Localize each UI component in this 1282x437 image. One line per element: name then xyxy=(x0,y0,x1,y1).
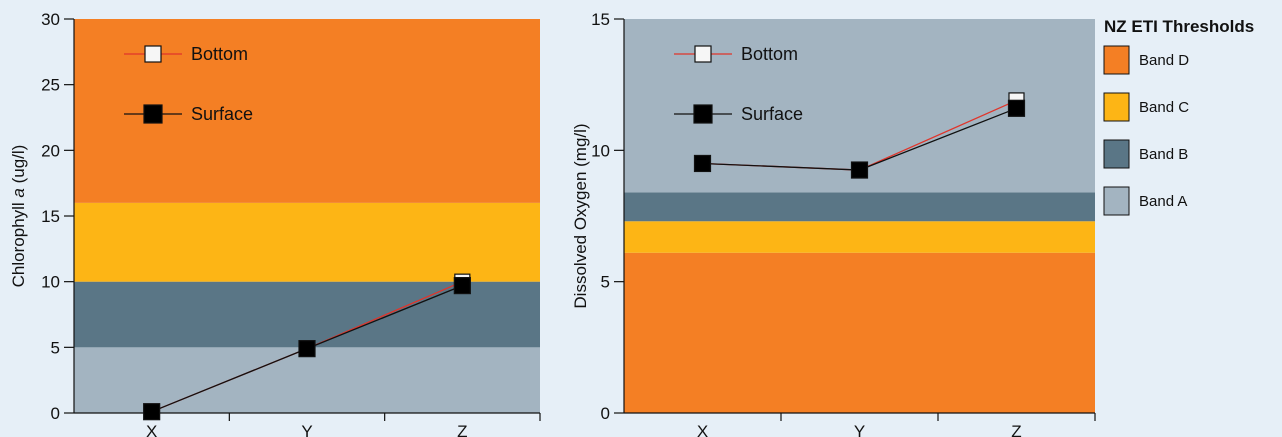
thresholds-label-band-d: Band D xyxy=(1139,52,1189,69)
y-axis-title: Chlorophyll a (ug/l) xyxy=(9,145,28,288)
surface-series-point xyxy=(143,403,161,421)
y-tick-label: 30 xyxy=(41,10,60,29)
surface-series-point xyxy=(298,340,316,358)
legend-bottom-marker xyxy=(694,45,712,63)
band-band-b xyxy=(624,192,1095,222)
thresholds-swatch-band-b xyxy=(1103,139,1130,169)
band-band-a xyxy=(74,347,540,413)
y-tick-label: 10 xyxy=(591,141,610,160)
x-tick-label: X xyxy=(146,422,157,437)
thresholds-swatch-band-a xyxy=(1103,186,1130,216)
x-tick-label: X xyxy=(697,422,708,437)
band-band-c xyxy=(624,221,1095,253)
surface-series-point xyxy=(453,277,471,295)
legend-surface-marker xyxy=(143,104,163,124)
y-axis-title: Dissolved Oxygen (mg/l) xyxy=(571,123,590,308)
x-tick-label: Z xyxy=(1011,422,1021,437)
thresholds-label-band-a: Band A xyxy=(1139,193,1187,210)
thresholds-swatch-band-d xyxy=(1103,45,1130,75)
y-tick-label: 10 xyxy=(41,273,60,292)
surface-series-point xyxy=(1007,99,1026,117)
legend-surface-label: Surface xyxy=(741,104,803,124)
legend-bottom-marker xyxy=(144,45,162,63)
legend-bottom-label: Bottom xyxy=(741,44,798,64)
thresholds-legend: NZ ETI Thresholds Band D Band C Band B Band… xyxy=(1103,17,1254,216)
thresholds-label-band-b: Band B xyxy=(1139,146,1188,163)
dissolved-oxygen-chart: 0 5 10 15 X Y Z Dissolved Oxygen (mg/l) Bottom Su… xyxy=(571,10,1096,437)
y-axis-title-italic: a xyxy=(9,188,28,197)
legend-bottom-label: Bottom xyxy=(191,44,248,64)
surface-series-point xyxy=(850,161,869,179)
y-tick-label: 25 xyxy=(41,76,60,95)
legend-surface-label: Surface xyxy=(191,104,253,124)
y-tick-label: 15 xyxy=(591,10,610,29)
y-axis-title-suffix: (ug/l) xyxy=(9,145,28,188)
band-band-c xyxy=(74,202,540,282)
x-tick-label: Y xyxy=(854,422,865,437)
thresholds-legend-title: NZ ETI Thresholds xyxy=(1104,17,1254,36)
x-tick-label: Z xyxy=(457,422,467,437)
legend-surface-marker xyxy=(693,104,713,124)
band-band-d xyxy=(624,252,1095,413)
thresholds-label-band-c: Band C xyxy=(1139,99,1189,116)
y-tick-label: 0 xyxy=(601,404,610,423)
x-tick-label: Y xyxy=(301,422,312,437)
y-tick-label: 0 xyxy=(51,404,60,423)
surface-series-point xyxy=(693,154,712,173)
y-tick-label: 5 xyxy=(51,338,60,357)
y-tick-label: 5 xyxy=(601,273,610,292)
chlorophyll-chart: 0 5 10 15 20 25 30 X Y Z Chlorophyll a (ug/l) Botto… xyxy=(9,10,541,437)
y-tick-label: 15 xyxy=(41,207,60,226)
y-tick-label: 20 xyxy=(41,141,60,160)
thresholds-swatch-band-c xyxy=(1103,92,1130,122)
y-axis-title-prefix: Chlorophyll xyxy=(9,198,28,288)
